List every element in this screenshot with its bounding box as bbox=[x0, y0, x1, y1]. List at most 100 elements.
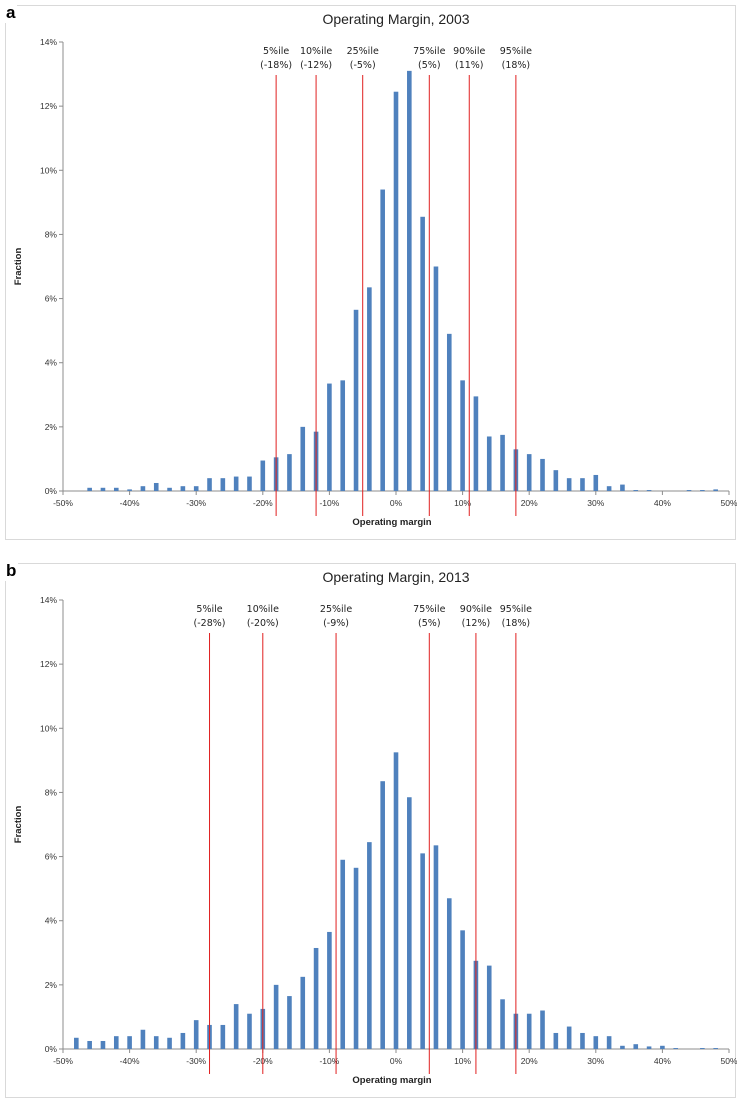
histogram-bar bbox=[247, 476, 252, 491]
histogram-bar bbox=[127, 489, 132, 491]
x-tick-label: -10% bbox=[319, 498, 339, 508]
histogram-bar bbox=[233, 1004, 239, 1049]
histogram-bar bbox=[260, 460, 266, 491]
histogram-bar bbox=[380, 781, 385, 1049]
percentile-value: (5%) bbox=[418, 60, 440, 71]
y-tick-label: 10% bbox=[40, 723, 57, 733]
percentile-value: (-20%) bbox=[247, 618, 279, 629]
histogram-bar bbox=[700, 490, 705, 491]
histogram-bar bbox=[367, 287, 372, 491]
x-tick-label: 0% bbox=[390, 1056, 403, 1066]
histogram-bar bbox=[193, 486, 199, 491]
y-tick-label: 4% bbox=[45, 358, 58, 368]
histogram-bar bbox=[87, 1040, 92, 1049]
histogram-bar bbox=[633, 1044, 639, 1049]
histogram-bar bbox=[606, 486, 612, 491]
histogram-bar bbox=[300, 976, 306, 1049]
histogram-bar bbox=[113, 1036, 119, 1049]
chart-title: Operating Margin, 2013 bbox=[322, 569, 469, 585]
y-tick-label: 12% bbox=[40, 101, 57, 111]
histogram-bar bbox=[100, 1040, 106, 1049]
histogram-bar bbox=[660, 1045, 665, 1049]
histogram-bar bbox=[167, 487, 172, 491]
histogram-bar bbox=[393, 752, 399, 1049]
histogram-bar bbox=[486, 965, 492, 1049]
x-tick-label: -10% bbox=[319, 1056, 339, 1066]
x-tick-label: -40% bbox=[120, 498, 140, 508]
histogram-bar bbox=[393, 91, 399, 491]
histogram-bar bbox=[500, 999, 505, 1049]
histogram-bar bbox=[313, 947, 319, 1049]
percentile-label: 5%ile bbox=[196, 604, 222, 615]
histogram-bar bbox=[593, 474, 599, 491]
y-tick-label: 2% bbox=[45, 422, 58, 432]
x-tick-label: -50% bbox=[53, 498, 73, 508]
x-tick-label: -30% bbox=[186, 498, 206, 508]
histogram-bar bbox=[140, 486, 146, 491]
y-tick-label: 12% bbox=[40, 659, 57, 669]
y-axis-title: Fraction bbox=[13, 806, 24, 844]
histogram-bar bbox=[566, 1026, 572, 1049]
percentile-value: (-12%) bbox=[300, 60, 332, 71]
histogram-bar bbox=[327, 931, 332, 1049]
histogram-bar bbox=[713, 489, 718, 491]
histogram-bar bbox=[220, 1024, 226, 1049]
histogram-bar bbox=[620, 484, 625, 491]
y-tick-label: 8% bbox=[45, 787, 58, 797]
x-tick-label: -30% bbox=[186, 1056, 206, 1066]
histogram-bar bbox=[673, 1048, 679, 1049]
y-axis-title: Fraction bbox=[13, 248, 24, 286]
histogram-bar bbox=[433, 845, 439, 1049]
percentile-value: (-9%) bbox=[323, 618, 349, 629]
percentile-label: 90%ile bbox=[460, 604, 492, 615]
y-tick-label: 6% bbox=[45, 294, 58, 304]
x-tick-label: 40% bbox=[654, 498, 671, 508]
histogram-bar bbox=[340, 380, 346, 491]
histogram-bar bbox=[700, 1048, 705, 1049]
histogram-bar bbox=[606, 1036, 612, 1049]
y-tick-label: 2% bbox=[45, 980, 58, 990]
histogram-bar bbox=[180, 486, 186, 491]
percentile-value: (5%) bbox=[418, 618, 440, 629]
percentile-value: (18%) bbox=[502, 60, 531, 71]
x-tick-label: 30% bbox=[587, 498, 604, 508]
histogram-bar bbox=[207, 478, 212, 491]
histogram-bar bbox=[446, 333, 452, 491]
x-tick-label: 50% bbox=[720, 498, 737, 508]
histogram-bar bbox=[193, 1020, 199, 1049]
y-tick-label: 10% bbox=[40, 165, 57, 175]
histogram-bar bbox=[407, 797, 412, 1049]
panel-label-b: b bbox=[4, 561, 19, 581]
percentile-value: (-5%) bbox=[350, 60, 376, 71]
histogram-bar bbox=[247, 1013, 252, 1049]
x-axis-title: Operating margin bbox=[352, 517, 431, 528]
x-tick-label: 10% bbox=[454, 498, 471, 508]
percentile-label: 95%ile bbox=[500, 604, 532, 615]
histogram-bar bbox=[74, 1037, 79, 1049]
percentile-label: 10%ile bbox=[300, 46, 332, 57]
percentile-label: 90%ile bbox=[453, 46, 485, 57]
histogram-bar bbox=[300, 426, 306, 491]
x-tick-label: 10% bbox=[454, 1056, 471, 1066]
histogram-bar bbox=[633, 490, 639, 491]
histogram-bar bbox=[553, 470, 559, 491]
histogram-bar bbox=[553, 1032, 559, 1049]
histogram-bar bbox=[220, 478, 226, 491]
histogram-bar bbox=[486, 436, 492, 491]
x-tick-label: 20% bbox=[521, 1056, 538, 1066]
histogram-bar bbox=[367, 842, 372, 1049]
histogram-bar bbox=[713, 1048, 718, 1049]
histogram-bar bbox=[460, 380, 465, 491]
histogram-bar bbox=[273, 984, 279, 1049]
chart-panel-a: a Operating Margin, 2003 0% 2% 4% 6% 8% 10% 12%… bbox=[4, 3, 737, 540]
chart-title: Operating Margin, 2003 bbox=[322, 11, 469, 27]
percentile-value: (18%) bbox=[502, 618, 531, 629]
histogram-bar bbox=[353, 867, 359, 1049]
percentile-label: 95%ile bbox=[500, 46, 532, 57]
histogram-bar bbox=[233, 476, 239, 491]
x-tick-label: 30% bbox=[587, 1056, 604, 1066]
y-tick-label: 14% bbox=[40, 595, 57, 605]
histogram-bar bbox=[566, 478, 572, 491]
percentile-label: 75%ile bbox=[413, 46, 445, 57]
histogram-bar bbox=[100, 487, 106, 491]
